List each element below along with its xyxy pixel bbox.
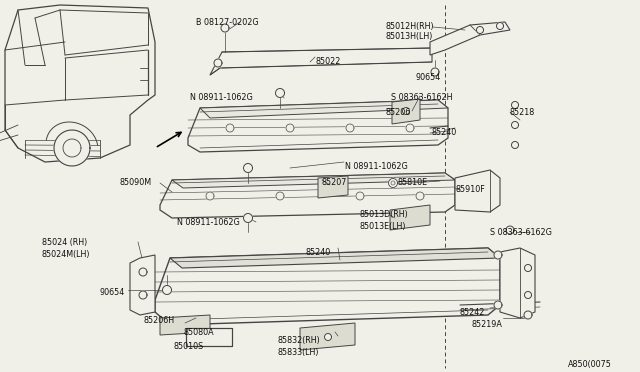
Polygon shape	[63, 139, 81, 157]
Polygon shape	[188, 100, 448, 152]
Polygon shape	[406, 124, 414, 132]
Polygon shape	[511, 102, 518, 109]
Polygon shape	[221, 24, 229, 32]
Text: S 08363-6162H: S 08363-6162H	[391, 93, 452, 102]
Polygon shape	[430, 22, 510, 55]
Polygon shape	[160, 173, 455, 218]
Text: 85013E(LH): 85013E(LH)	[360, 222, 406, 231]
Polygon shape	[214, 59, 222, 67]
Polygon shape	[243, 214, 253, 222]
Polygon shape	[497, 22, 504, 29]
Polygon shape	[494, 251, 502, 259]
Polygon shape	[243, 164, 253, 173]
Polygon shape	[210, 48, 432, 75]
Polygon shape	[356, 192, 364, 200]
Text: 85833(LH): 85833(LH)	[278, 348, 319, 357]
Polygon shape	[346, 124, 354, 132]
Polygon shape	[226, 124, 234, 132]
Text: 85910F: 85910F	[455, 185, 484, 194]
Text: 85242: 85242	[460, 308, 485, 317]
Text: 85240: 85240	[432, 128, 457, 137]
Text: 85810E: 85810E	[398, 178, 428, 187]
Polygon shape	[318, 176, 348, 198]
Text: 90654: 90654	[100, 288, 125, 297]
Polygon shape	[5, 5, 155, 162]
Text: 85012H(RH): 85012H(RH)	[385, 22, 434, 31]
Text: 85024 (RH): 85024 (RH)	[42, 238, 87, 247]
Polygon shape	[388, 179, 397, 187]
Polygon shape	[390, 205, 430, 230]
Polygon shape	[130, 255, 155, 315]
Polygon shape	[139, 268, 147, 276]
Text: 85080A: 85080A	[183, 328, 214, 337]
Text: 85010S: 85010S	[174, 342, 204, 351]
Polygon shape	[324, 334, 332, 340]
Polygon shape	[494, 301, 502, 309]
Polygon shape	[431, 68, 439, 76]
Polygon shape	[403, 108, 410, 115]
Text: B 08127-0202G: B 08127-0202G	[196, 18, 259, 27]
Polygon shape	[455, 170, 500, 212]
Polygon shape	[54, 130, 90, 166]
Polygon shape	[506, 226, 514, 234]
Polygon shape	[170, 248, 500, 268]
Text: 85206H: 85206H	[143, 316, 174, 325]
Polygon shape	[276, 192, 284, 200]
Text: S 08363-6162G: S 08363-6162G	[490, 228, 552, 237]
Text: 85219A: 85219A	[472, 320, 503, 329]
Text: 85832(RH): 85832(RH)	[278, 336, 321, 345]
Polygon shape	[525, 292, 531, 298]
Polygon shape	[286, 124, 294, 132]
Text: A850(0075: A850(0075	[568, 360, 612, 369]
Polygon shape	[300, 323, 355, 350]
Text: N 08911-1062G: N 08911-1062G	[345, 162, 408, 171]
Polygon shape	[416, 192, 424, 200]
Polygon shape	[392, 99, 420, 124]
Polygon shape	[511, 122, 518, 128]
Polygon shape	[186, 328, 232, 346]
Text: 90654: 90654	[415, 73, 440, 82]
Polygon shape	[172, 173, 455, 188]
Text: 85207: 85207	[322, 178, 348, 187]
Text: N 08911-1062G: N 08911-1062G	[177, 218, 240, 227]
Polygon shape	[160, 315, 210, 335]
Text: 85218: 85218	[510, 108, 535, 117]
Polygon shape	[155, 248, 500, 325]
Polygon shape	[200, 100, 448, 118]
Polygon shape	[500, 248, 535, 318]
Polygon shape	[524, 311, 532, 319]
Polygon shape	[511, 141, 518, 148]
Text: 85090M: 85090M	[120, 178, 152, 187]
Text: 85022: 85022	[316, 57, 341, 66]
Polygon shape	[391, 181, 395, 185]
Text: 85013H(LH): 85013H(LH)	[385, 32, 433, 41]
Polygon shape	[206, 192, 214, 200]
Polygon shape	[525, 264, 531, 272]
Polygon shape	[275, 89, 285, 97]
Polygon shape	[139, 291, 147, 299]
Text: 85206: 85206	[386, 108, 412, 117]
Text: 85240: 85240	[306, 248, 332, 257]
Text: N 08911-1062G: N 08911-1062G	[190, 93, 253, 102]
Text: 85024M(LH): 85024M(LH)	[42, 250, 90, 259]
Polygon shape	[163, 285, 172, 295]
Text: 85013D(RH): 85013D(RH)	[360, 210, 409, 219]
Polygon shape	[477, 26, 483, 33]
